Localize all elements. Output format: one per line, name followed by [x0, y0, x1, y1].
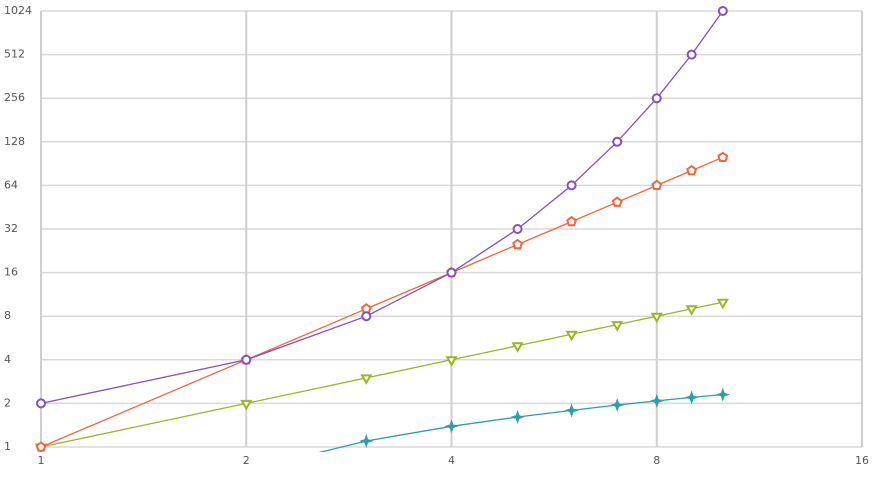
- point: [445, 356, 458, 367]
- point: [565, 330, 578, 342]
- y-tick-label: 512: [4, 48, 25, 61]
- y-tick-label: 1: [4, 440, 11, 453]
- point: [566, 180, 577, 191]
- y-tick-label: 4: [4, 353, 11, 366]
- point: [564, 403, 579, 418]
- point: [686, 49, 697, 60]
- point: [359, 433, 374, 449]
- x-tick-label: 8: [653, 454, 660, 467]
- x-tick-label: 4: [448, 454, 455, 467]
- point: [361, 311, 372, 322]
- point: [444, 419, 459, 434]
- point: [649, 393, 664, 408]
- point: [360, 374, 373, 385]
- point: [510, 409, 525, 425]
- y-tick-label: 64: [4, 178, 18, 191]
- point: [651, 93, 662, 104]
- point: [36, 398, 46, 409]
- x-tick-label: 1: [38, 454, 45, 467]
- y-tick-label: 16: [4, 266, 18, 279]
- series-line: [40, 301, 723, 448]
- point: [35, 441, 47, 452]
- y-tick-label: 1024: [4, 4, 32, 17]
- point: [716, 298, 729, 310]
- point: [612, 136, 623, 147]
- point: [684, 390, 699, 405]
- point: [715, 387, 730, 402]
- point: [650, 312, 663, 324]
- point: [240, 399, 253, 411]
- point: [566, 215, 577, 227]
- plot-area: [34, 6, 730, 452]
- point: [512, 224, 523, 234]
- point: [611, 196, 623, 207]
- point: [686, 164, 698, 176]
- y-tick-label: 2: [4, 396, 11, 409]
- x-tick-label: 2: [243, 454, 250, 467]
- point: [717, 151, 729, 162]
- point: [360, 303, 372, 314]
- point: [241, 354, 252, 365]
- point: [651, 179, 663, 190]
- point: [685, 305, 698, 316]
- series-line: [40, 10, 724, 405]
- point: [717, 6, 728, 16]
- x-tick-label: 16: [855, 454, 869, 467]
- y-tick-label: 128: [4, 135, 25, 148]
- point: [512, 238, 524, 250]
- y-tick-label: 8: [4, 309, 11, 322]
- y-tick-label: 32: [4, 222, 18, 235]
- y-tick-label: 256: [4, 91, 25, 104]
- point: [610, 397, 625, 413]
- series-line: [40, 156, 724, 448]
- point: [446, 267, 457, 278]
- series-line: [318, 393, 723, 452]
- point: [611, 321, 624, 332]
- point: [511, 342, 524, 353]
